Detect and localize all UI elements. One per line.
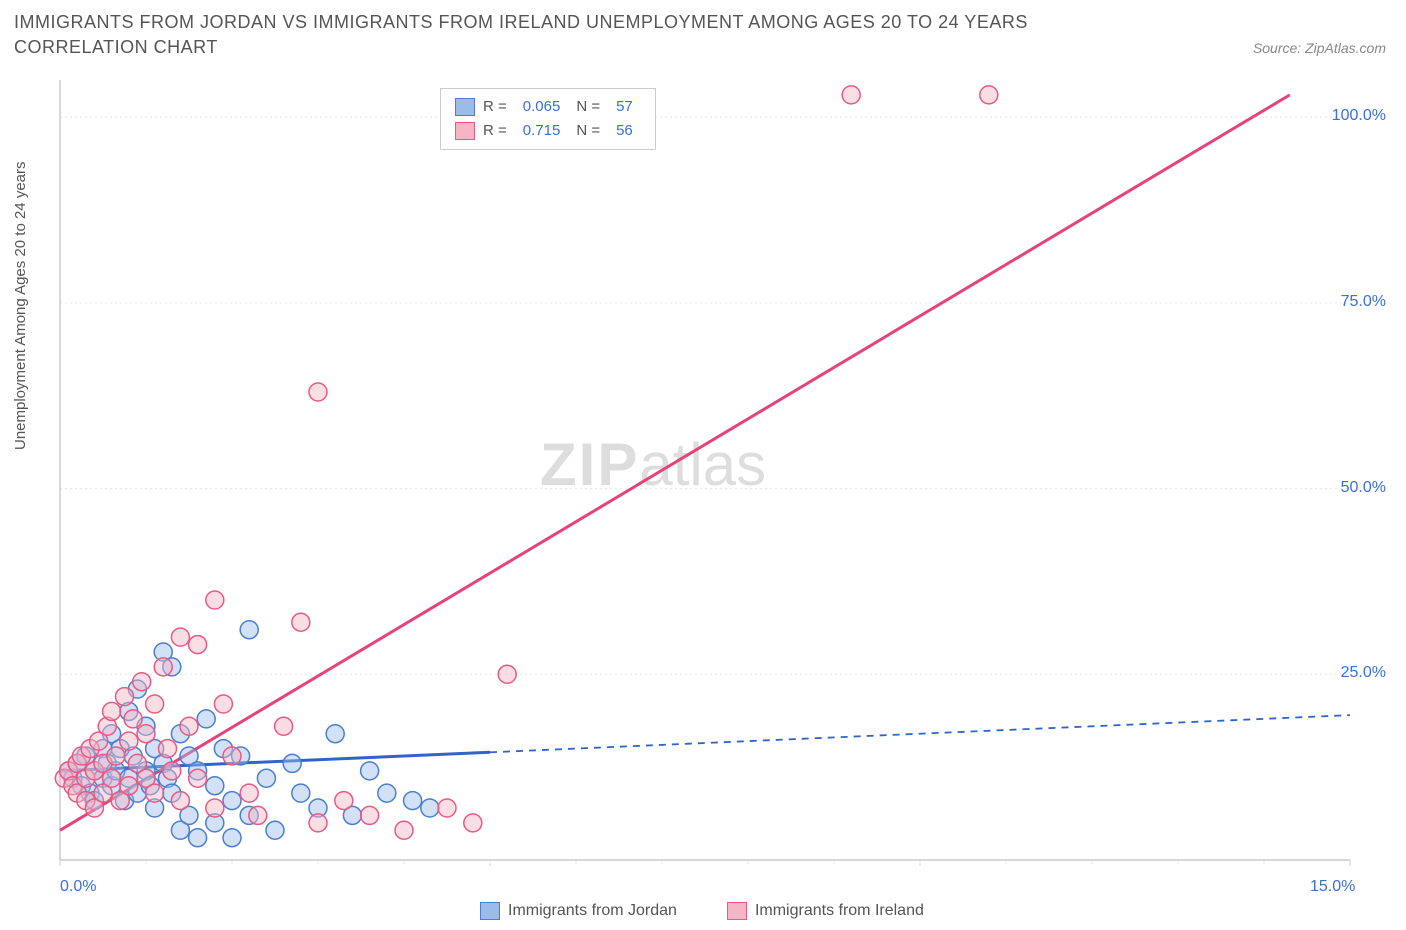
scatter-plot <box>0 0 1406 930</box>
legend-item-ireland: Immigrants from Ireland <box>727 902 924 920</box>
series-legend: Immigrants from Jordan Immigrants from I… <box>480 902 924 920</box>
y-tick-label: 100.0% <box>1332 107 1386 125</box>
x-tick-label: 0.0% <box>60 878 96 896</box>
y-tick-label: 25.0% <box>1341 664 1386 682</box>
r-label: R = <box>483 119 507 143</box>
swatch-jordan-icon <box>455 98 475 116</box>
r-value-jordan: 0.065 <box>523 95 561 119</box>
legend-label-jordan: Immigrants from Jordan <box>508 902 677 920</box>
n-label: N = <box>576 95 600 119</box>
y-tick-label: 75.0% <box>1341 293 1386 311</box>
r-value-ireland: 0.715 <box>523 119 561 143</box>
stats-legend: R = 0.065 N = 57 R = 0.715 N = 56 <box>440 88 656 150</box>
legend-item-jordan: Immigrants from Jordan <box>480 902 677 920</box>
y-tick-label: 50.0% <box>1341 479 1386 497</box>
swatch-ireland-icon <box>455 122 475 140</box>
n-value-jordan: 57 <box>616 95 633 119</box>
legend-label-ireland: Immigrants from Ireland <box>755 902 924 920</box>
stats-row-jordan: R = 0.065 N = 57 <box>455 95 641 119</box>
swatch-ireland-icon <box>727 902 747 920</box>
x-tick-label: 15.0% <box>1310 878 1355 896</box>
n-label: N = <box>576 119 600 143</box>
r-label: R = <box>483 95 507 119</box>
stats-row-ireland: R = 0.715 N = 56 <box>455 119 641 143</box>
n-value-ireland: 56 <box>616 119 633 143</box>
swatch-jordan-icon <box>480 902 500 920</box>
